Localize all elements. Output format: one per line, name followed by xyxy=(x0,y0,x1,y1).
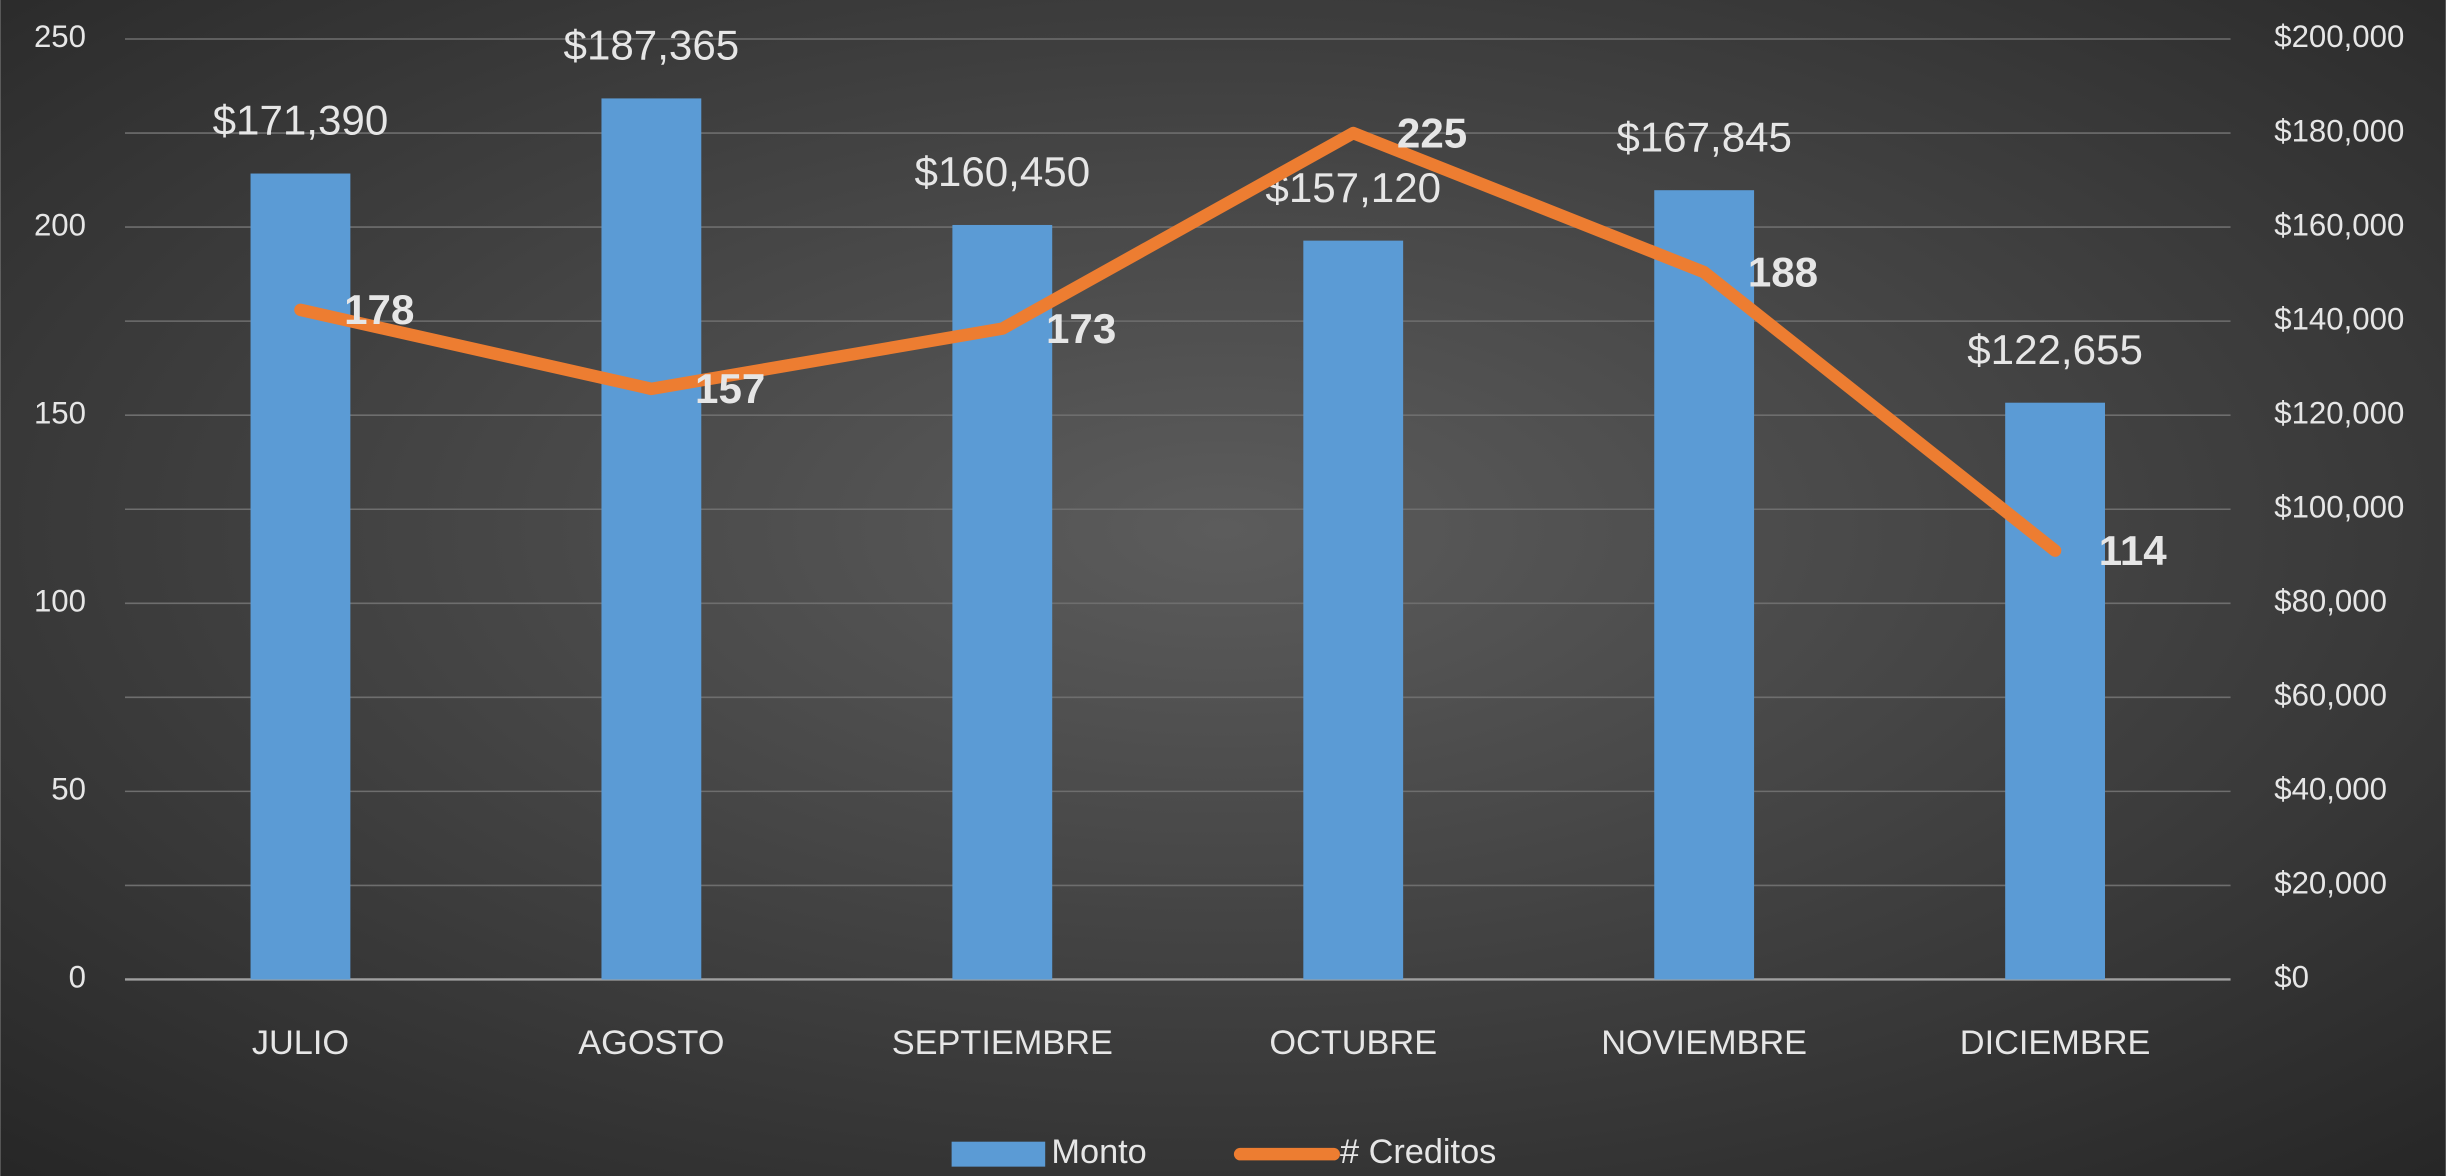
bar-value-label: $187,365 xyxy=(564,22,740,69)
line-value-label: 114 xyxy=(2099,527,2168,574)
x-tick-label: JULIO xyxy=(252,1024,349,1062)
line-value-label: 188 xyxy=(1748,248,1818,295)
y-tick-label: 150 xyxy=(34,395,86,430)
y2-tick-label: $40,000 xyxy=(2274,772,2387,807)
line-value-label: 178 xyxy=(344,286,414,333)
line xyxy=(294,126,2062,557)
x-tick-label: DICIEMBRE xyxy=(1960,1024,2151,1062)
bar xyxy=(1654,190,1755,980)
bar-value-label: $122,655 xyxy=(1967,326,2143,373)
x-tick-label: NOVIEMBRE xyxy=(1601,1024,1807,1062)
bar-value-label: $160,450 xyxy=(914,148,1090,195)
y2-tick-label: $80,000 xyxy=(2274,584,2387,619)
legend-swatch xyxy=(951,1141,1046,1167)
y-tick-label: 50 xyxy=(51,772,86,807)
bar xyxy=(250,173,351,980)
y2-tick-label: $140,000 xyxy=(2274,301,2404,336)
y2-tick-label: $120,000 xyxy=(2274,395,2404,430)
y-tick-label: 250 xyxy=(34,19,86,54)
line-value-label: 157 xyxy=(695,365,765,412)
x-tick-label: OCTUBRE xyxy=(1269,1024,1437,1062)
x-tick-label: AGOSTO xyxy=(578,1024,724,1062)
y2-tick-label: $200,000 xyxy=(2274,19,2404,54)
y2-tick-label: $0 xyxy=(2274,960,2309,995)
y2-tick-label: $100,000 xyxy=(2274,489,2404,524)
y2-tick-label: $60,000 xyxy=(2274,678,2387,713)
y2-tick-label: $20,000 xyxy=(2274,866,2387,901)
bar xyxy=(952,224,1053,980)
y2-tick-label: $180,000 xyxy=(2274,113,2404,148)
y2-tick-label: $160,000 xyxy=(2274,207,2404,242)
bar-value-label: $171,390 xyxy=(213,97,389,144)
legend-label: Monto xyxy=(1051,1133,1146,1171)
legend-label: # Creditos xyxy=(1340,1133,1496,1171)
y-tick-label: 0 xyxy=(69,960,86,995)
line-value-label: 225 xyxy=(1397,109,1467,156)
bar xyxy=(601,98,702,980)
bar xyxy=(2005,402,2105,980)
y-tick-label: 100 xyxy=(34,584,86,619)
x-tick-label: SEPTIEMBRE xyxy=(892,1024,1113,1062)
bar xyxy=(1303,240,1404,980)
y-tick-label: 200 xyxy=(34,207,86,242)
line-value-label: 173 xyxy=(1046,305,1116,352)
bar-value-label: $167,845 xyxy=(1616,113,1792,160)
